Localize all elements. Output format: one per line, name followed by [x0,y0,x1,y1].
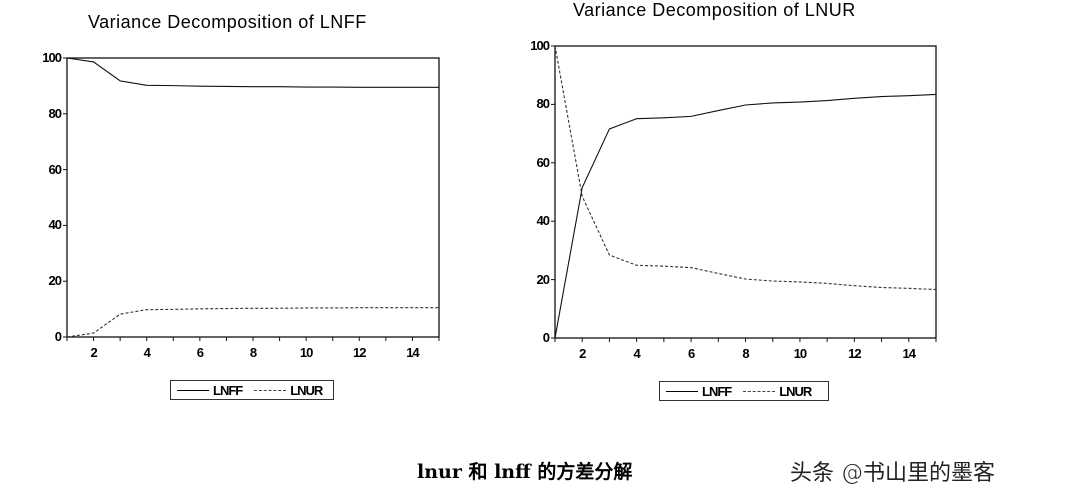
chart-legend: LNFF LNUR [170,380,334,400]
x-tick-label: 4 [143,345,151,360]
x-tick-label: 6 [196,345,204,360]
plot-frame [66,57,440,338]
y-tick-label: 100 [42,50,62,65]
figure-caption: lnur 和 lnff 的方差分解 [417,461,633,483]
legend-label: LNUR [779,383,812,399]
y-tick-label: 0 [54,329,62,344]
x-tick-label: 10 [299,345,313,360]
x-tick-label: 6 [687,346,695,361]
chart-title: Variance Decomposition of LNFF [88,12,367,32]
x-tick-label: 12 [848,346,861,361]
chart-legend: LNFF LNUR [659,381,829,401]
solid-line-swatch-icon [177,389,209,391]
y-tick-label: 40 [48,217,62,233]
legend-item-lnur: LNUR [741,383,812,399]
dashed-line-swatch-icon [743,390,776,392]
x-tick-label: 12 [353,345,366,360]
legend-label: LNFF [702,383,732,399]
watermark: 头条 @书山里的墨客 [790,461,995,486]
x-tick-label: 14 [406,345,419,360]
y-tick-label: 60 [48,161,62,177]
y-tick-label: 20 [48,273,62,289]
solid-line-swatch-icon [666,390,698,392]
y-tick-label: 80 [536,96,550,112]
x-tick-label: 10 [793,346,807,361]
dashed-line-swatch-icon [254,389,287,391]
legend-label: LNUR [290,382,323,398]
y-tick-label: 80 [48,105,62,121]
plot-frame [554,45,937,339]
y-tick-label: 100 [530,38,550,53]
x-tick-label: 2 [579,346,586,361]
chart-title: Variance Decomposition of LNUR [573,0,856,20]
legend-label: LNFF [213,382,243,398]
x-tick-label: 2 [90,345,97,360]
legend-item-lnff: LNFF [175,382,243,398]
series-line-lnff [554,93,937,339]
x-tick-label: 8 [249,345,257,360]
legend-item-lnff: LNFF [664,383,732,399]
y-tick-label: 20 [536,271,550,287]
series-line-lnff [66,57,439,88]
y-tick-label: 40 [536,213,550,229]
x-tick-label: 4 [633,346,641,361]
legend-item-lnur: LNUR [252,382,323,398]
y-tick-label: 60 [536,154,550,170]
x-tick-label: 14 [902,346,916,361]
y-tick-label: 0 [542,330,550,345]
series-line-lnur [554,45,937,291]
x-tick-label: 8 [742,346,749,361]
series-line-lnur [66,307,439,338]
